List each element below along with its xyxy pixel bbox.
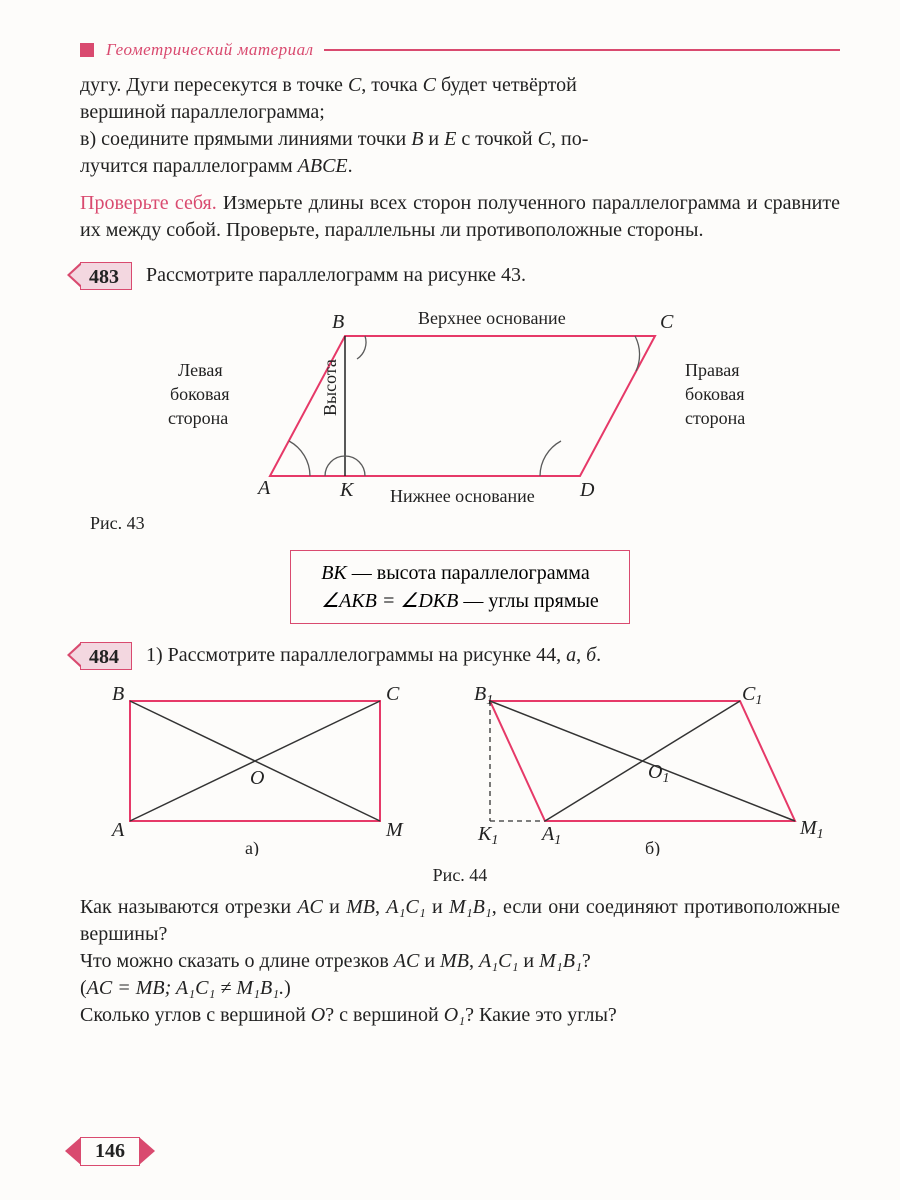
header-marker-icon (80, 43, 94, 57)
svg-text:Левая: Левая (178, 360, 223, 380)
problem-483-text: Рассмотрите параллелограмм на рисунке 43… (146, 262, 840, 289)
svg-text:C: C (386, 686, 400, 705)
problem-484: 484 1) Рассмотрите параллелограммы на ри… (80, 642, 840, 670)
svg-text:боковая: боковая (685, 384, 745, 404)
svg-text:сторона: сторона (168, 408, 228, 428)
svg-text:M1: M1 (799, 817, 824, 842)
svg-text:B: B (332, 311, 344, 333)
problem-483: 483 Рассмотрите параллелограмм на рисунк… (80, 262, 840, 290)
page-number-value: 146 (80, 1137, 140, 1166)
svg-text:K: K (339, 479, 355, 501)
figure-44: A B C M O а) B1 C1 A1 M1 K1 O1 б) Рис. 4… (80, 686, 840, 886)
formula-box: BK — высота параллелограмма ∠AKB = ∠DKB … (290, 550, 630, 624)
svg-text:а): а) (245, 838, 259, 856)
fig44-svg: A B C M O а) B1 C1 A1 M1 K1 O1 б) (90, 686, 830, 856)
svg-text:A1: A1 (540, 823, 561, 848)
svg-text:B: B (112, 686, 124, 705)
check-title: Проверьте себя. (80, 192, 217, 214)
svg-text:K1: K1 (477, 823, 498, 848)
svg-text:боковая: боковая (170, 384, 230, 404)
fig43-caption: Рис. 43 (90, 513, 145, 534)
page-header: Геометрический материал (80, 40, 840, 60)
svg-text:Верхнее основание: Верхнее основание (418, 308, 566, 328)
svg-text:б): б) (645, 838, 660, 856)
svg-text:M: M (385, 819, 404, 841)
problem-badge-483: 483 (80, 262, 132, 290)
intro-paragraph: дугу. Дуги пересекутся в точке C, точка … (80, 72, 840, 180)
fig43-svg: A B C D K Верхнее основание Нижнее основ… (140, 306, 780, 516)
check-yourself: Проверьте себя. Измерьте длины всех стор… (80, 190, 840, 244)
header-title: Геометрический материал (106, 40, 314, 60)
svg-text:A: A (256, 477, 271, 499)
svg-text:D: D (579, 479, 595, 501)
page-number: 146 (80, 1137, 140, 1166)
svg-text:C1: C1 (742, 686, 762, 708)
fig44-caption: Рис. 44 (80, 865, 840, 886)
figure-43: A B C D K Верхнее основание Нижнее основ… (80, 306, 840, 536)
question-paragraph: Как называются отрезки AC и MB, A₁C₁ и M… (80, 894, 840, 1029)
problem-484-text: 1) Рассмотрите параллелограммы на рисунк… (146, 642, 840, 669)
svg-text:A: A (110, 819, 125, 841)
svg-text:O1: O1 (648, 761, 669, 786)
textbook-page: Геометрический материал дугу. Дуги перес… (0, 0, 900, 1200)
svg-text:Правая: Правая (685, 360, 740, 380)
header-rule (324, 49, 840, 51)
svg-text:O: O (250, 767, 264, 789)
svg-text:Высота: Высота (320, 359, 340, 416)
problem-badge-484: 484 (80, 642, 132, 670)
svg-text:C: C (660, 311, 674, 333)
svg-text:Нижнее основание: Нижнее основание (390, 486, 535, 506)
svg-text:B1: B1 (474, 686, 493, 708)
svg-text:сторона: сторона (685, 408, 745, 428)
